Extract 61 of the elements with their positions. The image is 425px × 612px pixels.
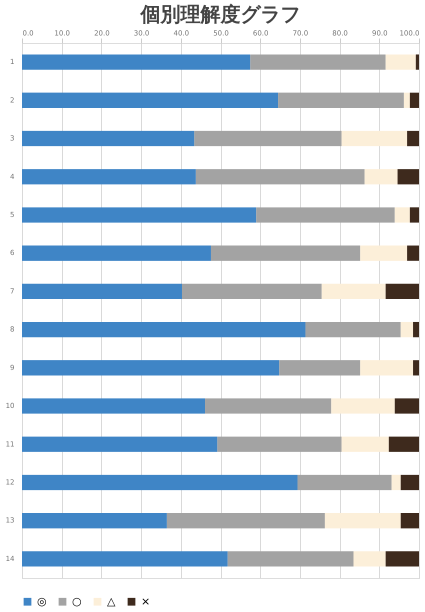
bar [194, 130, 342, 146]
bar [360, 246, 408, 261]
bar [416, 54, 419, 70]
chart-title: 個別理解度グラフ [140, 2, 300, 26]
legend-label: × [141, 594, 150, 608]
bar [407, 246, 419, 261]
bar [400, 474, 419, 490]
bar [22, 284, 182, 300]
bar [360, 360, 414, 376]
bar [410, 207, 419, 223]
bar [228, 551, 354, 567]
bar [256, 207, 395, 223]
bar [400, 322, 414, 338]
legend-label: ○ [72, 594, 82, 608]
bar [364, 169, 398, 184]
bar [413, 322, 419, 338]
bar [342, 436, 389, 452]
bar [22, 92, 278, 108]
legend-label: △ [107, 594, 116, 608]
bar [22, 322, 306, 338]
bar [22, 54, 250, 70]
bar [279, 360, 360, 376]
bar [410, 92, 419, 108]
bar [22, 360, 280, 376]
bar [210, 246, 360, 261]
bar [22, 551, 228, 567]
bar [278, 92, 404, 108]
bar [22, 169, 196, 184]
bar [400, 513, 419, 528]
bar [205, 398, 332, 414]
bar [250, 54, 386, 70]
bar [182, 284, 322, 300]
bar [331, 398, 395, 414]
bar [392, 474, 401, 490]
bar [398, 169, 419, 184]
bar [166, 513, 325, 528]
bar [404, 92, 410, 108]
bar [22, 474, 298, 490]
bar [196, 169, 365, 184]
bar [217, 436, 342, 452]
bar [407, 130, 419, 146]
bar [386, 54, 416, 70]
bar [342, 130, 408, 146]
bar [22, 513, 167, 528]
bar [22, 207, 256, 223]
bar [22, 398, 206, 414]
bar [22, 246, 211, 261]
bar [22, 436, 218, 452]
bar [305, 322, 401, 338]
bar [386, 551, 419, 567]
bar [394, 398, 419, 414]
bar [394, 207, 410, 223]
bar [324, 513, 401, 528]
bar [298, 474, 392, 490]
bar [413, 360, 419, 376]
bar [386, 284, 419, 300]
bar [322, 284, 386, 300]
bar [388, 436, 419, 452]
legend-label: ◎ [37, 594, 47, 608]
bar [353, 551, 386, 567]
bar [22, 130, 194, 146]
